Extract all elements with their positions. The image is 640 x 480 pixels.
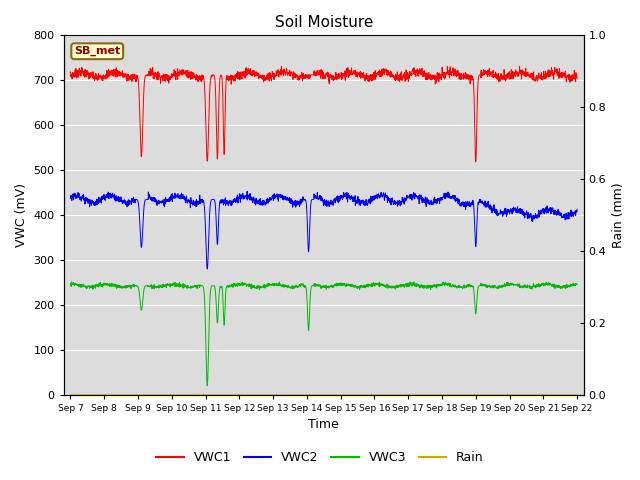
Y-axis label: Rain (mm): Rain (mm) xyxy=(612,182,625,248)
Y-axis label: VWC (mV): VWC (mV) xyxy=(15,183,28,247)
X-axis label: Time: Time xyxy=(308,419,339,432)
Legend: VWC1, VWC2, VWC3, Rain: VWC1, VWC2, VWC3, Rain xyxy=(151,446,489,469)
Text: SB_met: SB_met xyxy=(74,46,120,56)
Title: Soil Moisture: Soil Moisture xyxy=(275,15,373,30)
